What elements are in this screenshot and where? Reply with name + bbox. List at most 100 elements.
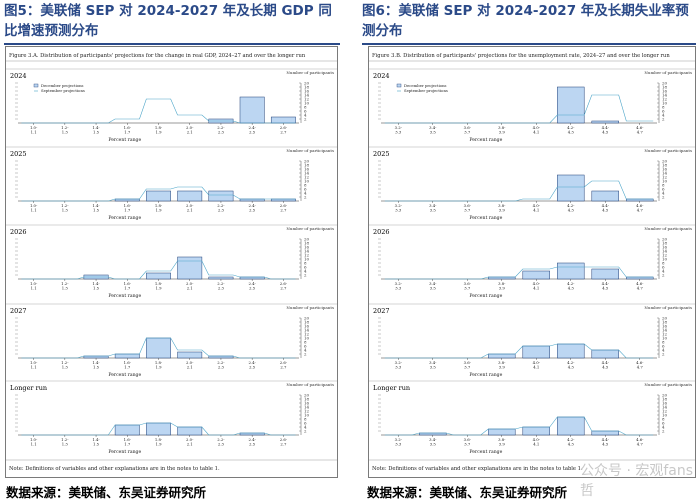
- x-tick-label: 1.6-1.7: [124, 125, 132, 135]
- y-tick-label: 10: [304, 336, 310, 341]
- x-tick-label-line: 3.9: [499, 286, 506, 291]
- x-tick-label-line: 2.3: [218, 365, 225, 370]
- bar-december: [488, 428, 516, 436]
- bar-december: [146, 190, 171, 202]
- bar-december: [239, 96, 265, 124]
- y-tick-label: 18: [304, 397, 310, 402]
- y-tick-label: 14: [662, 171, 668, 176]
- figure-caption: Figure 3.B. Distribution of participants…: [372, 53, 670, 59]
- x-tick-label-line: 2.6-: [280, 437, 288, 442]
- y-tick-label: 8: [662, 417, 665, 422]
- y-axis-label: Number of participants: [286, 382, 334, 387]
- bar-december: [557, 174, 585, 202]
- x-tick-label-line: 1.7: [124, 208, 131, 213]
- y-tick-label: 20: [662, 316, 668, 321]
- x-tick-label: 4.2-4.3: [567, 125, 575, 135]
- y-tick-label: 18: [662, 163, 668, 168]
- y-tick-label: 14: [662, 93, 668, 98]
- panel-2027: 2027 Number of participants 24681012141618…: [6, 303, 337, 378]
- y-tick-label: 6: [662, 265, 665, 270]
- bar-december: [114, 198, 140, 202]
- legend-swatch-december: [33, 83, 39, 88]
- y-tick-label: 20: [662, 393, 668, 398]
- y-tick-label: 16: [304, 245, 310, 250]
- bar-december: [114, 353, 140, 359]
- x-tick-label: 4.0-4.1: [533, 203, 541, 213]
- x-tick-label-line: 2.4-: [249, 437, 257, 442]
- y-tick-label: 18: [662, 241, 668, 246]
- y-tick-label: 4: [662, 191, 665, 196]
- y-axis-label: Number of participants: [644, 148, 692, 153]
- x-tick-label-line: 2.7: [280, 286, 287, 291]
- panel-longer-run: Longer run Number of participants 24681012…: [369, 380, 695, 455]
- x-tick-label-line: 2.5: [249, 130, 256, 135]
- bar-december: [591, 190, 619, 202]
- y-tick-label: 16: [304, 89, 310, 94]
- x-tick-label-line: 1.2-: [61, 360, 69, 365]
- x-tick-label-line: 3.4-: [429, 203, 437, 208]
- x-tick-label-line: 4.0-: [533, 203, 541, 208]
- x-tick-label-line: 1.8-: [155, 360, 163, 365]
- y-tick-label: 2: [304, 352, 307, 357]
- legend-swatch-december: [396, 83, 402, 88]
- x-tick-label-line: 1.1: [31, 442, 37, 447]
- x-tick-label-line: 3.2-: [395, 437, 403, 442]
- x-tick-label-line: 4.6-: [636, 437, 644, 442]
- y-axis-label: Number of participants: [286, 226, 334, 231]
- x-tick-label: 1.4-1.5: [92, 437, 100, 447]
- x-tick-label-line: 4.3: [568, 130, 575, 135]
- y-tick-label: 2: [662, 195, 665, 200]
- heading-rule-right: [362, 43, 696, 45]
- y-tick-label: 4: [662, 113, 665, 118]
- bar-december: [208, 276, 234, 280]
- x-tick-label-line: 4.6-: [636, 125, 644, 130]
- x-tick-label-line: 2.1: [187, 130, 193, 135]
- y-tick-label: 16: [304, 401, 310, 406]
- x-tick-label-line: 1.3: [62, 286, 69, 291]
- x-tick-label-line: 4.7: [637, 442, 644, 447]
- x-tick-label-line: 4.4-: [602, 203, 610, 208]
- y-tick-label: 4: [662, 425, 665, 430]
- x-tick-label-line: 3.2-: [395, 360, 403, 365]
- x-tick-label-line: 4.0-: [533, 125, 541, 130]
- x-tick-label-line: 2.6-: [280, 125, 288, 130]
- x-tick-label-line: 4.0-: [533, 281, 541, 286]
- x-tick-label-line: 1.0-: [30, 281, 38, 286]
- x-tick-label: 4.0-4.1: [533, 360, 541, 370]
- x-tick-label-line: 1.9: [155, 442, 162, 447]
- y-tick-label: 12: [662, 253, 668, 258]
- x-tick-label-line: 3.9: [499, 365, 506, 370]
- bar-december: [591, 120, 619, 124]
- y-tick-label: 6: [304, 344, 307, 349]
- x-tick-label-line: 1.4-: [92, 360, 100, 365]
- x-tick-label-line: 3.7: [464, 442, 471, 447]
- x-tick-label: 2.0-2.1: [186, 360, 194, 370]
- series-line-september: [21, 260, 296, 280]
- x-tick-label: 4.2-4.3: [567, 281, 575, 291]
- bar-december: [557, 343, 585, 359]
- x-tick-label: 1.2-1.3: [61, 437, 69, 447]
- panel-2024: 2024 Number of participants 24681012141618…: [6, 68, 337, 143]
- bar-december: [557, 262, 585, 280]
- x-tick-label-line: 3.8-: [498, 437, 506, 442]
- x-tick-label: 3.6-3.7: [464, 360, 472, 370]
- x-tick-label-line: 4.2-: [567, 281, 575, 286]
- y-tick-label: 18: [304, 241, 310, 246]
- x-tick-label-line: 2.6-: [280, 360, 288, 365]
- x-tick-label-line: 4.2-: [567, 125, 575, 130]
- x-tick-label-line: 4.1: [533, 442, 539, 447]
- x-tick-label-line: 2.7: [280, 442, 287, 447]
- panel-2027: 2027 Number of participants 24681012141618…: [369, 303, 695, 378]
- x-tick-label-line: 3.9: [499, 130, 506, 135]
- y-tick-label: 12: [662, 409, 668, 414]
- panel-2026: 2026 Number of participants 24681012141618…: [369, 224, 695, 299]
- bar-december: [177, 426, 203, 436]
- x-tick-label-line: 4.3: [568, 442, 575, 447]
- panel-2025: 2025 Number of participants 24681012141618…: [369, 146, 695, 221]
- x-tick-label-line: 2.5: [249, 442, 256, 447]
- bar-december: [177, 351, 203, 359]
- panel-title: Longer run: [373, 384, 410, 392]
- legend-label-september: September projections: [41, 88, 85, 93]
- x-tick-label-line: 2.2-: [217, 281, 225, 286]
- x-tick-label-line: 4.4-: [602, 437, 610, 442]
